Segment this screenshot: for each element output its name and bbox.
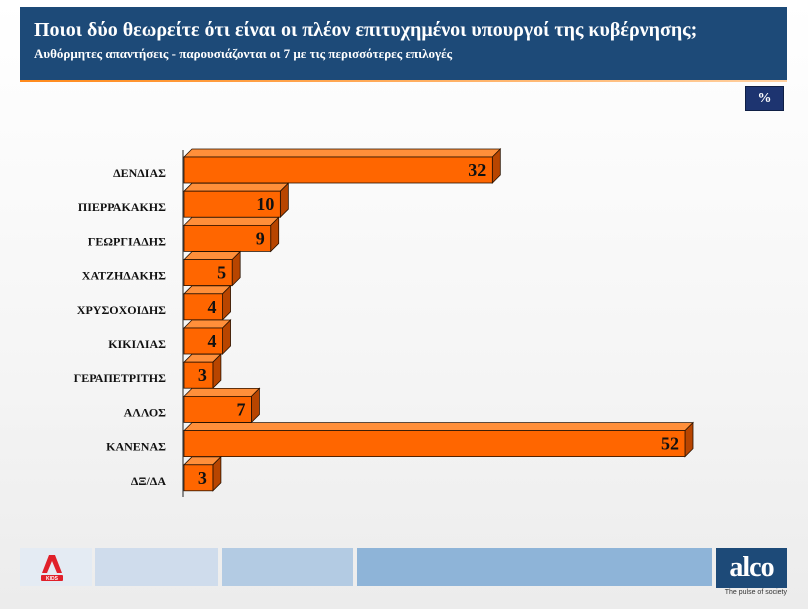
bar-top	[183, 251, 242, 261]
chart-header: Ποιοι δύο θεωρείτε ότι είναι οι πλέον επ…	[20, 7, 787, 80]
footer-bar-3	[222, 548, 353, 586]
data-label: 5	[217, 263, 226, 283]
chart-title: Ποιοι δύο θεωρείτε ότι είναι οι πλέον επ…	[34, 19, 698, 41]
bar	[183, 395, 252, 423]
bar-top	[183, 422, 694, 432]
data-label: 7	[236, 399, 245, 419]
header-separator	[20, 80, 787, 82]
footer-bar-2	[95, 548, 218, 586]
category-label: ΠΙΕΡΡΑΚΑΚΗΣ	[78, 200, 166, 214]
bar	[183, 156, 493, 184]
category-label: ΓΕΡΑΠΕΤΡΙΤΗΣ	[74, 371, 167, 385]
bar-top	[183, 387, 261, 397]
data-label: 9	[256, 228, 265, 248]
bar-top	[183, 148, 502, 158]
footer-bar-4	[357, 548, 712, 586]
data-label: 52	[661, 434, 679, 454]
bar-top	[183, 216, 280, 226]
category-label: ΧΑΤΖΗΔΑΚΗΣ	[82, 269, 166, 283]
category-label: ΔΞ/ΔΑ	[131, 474, 167, 488]
unit-badge: %	[745, 86, 784, 111]
chart-subtitle: Αυθόρμητες απαντήσεις - παρουσιάζονται ο…	[34, 46, 453, 61]
bar	[183, 464, 214, 492]
kids-logo: KIDS	[41, 555, 63, 582]
data-label: 3	[198, 468, 207, 488]
data-label: 3	[198, 365, 207, 385]
data-label: 10	[256, 194, 274, 214]
data-label: 4	[208, 331, 217, 351]
bar	[183, 190, 281, 218]
alco-logo: alco	[716, 548, 787, 588]
category-label: ΚΙΚΙΛΙΑΣ	[108, 337, 166, 351]
category-label: ΧΡΥΣΟΧΟΙΔΗΣ	[77, 303, 166, 317]
bar	[183, 430, 686, 458]
bar	[183, 259, 233, 287]
bar	[183, 293, 223, 321]
category-label: ΔΕΝΔΙΑΣ	[113, 166, 166, 180]
category-label: ΓΕΩΡΓΙΑΔΗΣ	[88, 234, 166, 248]
data-label: 32	[468, 160, 486, 180]
bar	[183, 327, 223, 355]
alco-tagline: The pulse of society	[724, 589, 787, 596]
category-label: ΚΑΝΕΝΑΣ	[106, 440, 166, 454]
bar-top	[183, 182, 290, 192]
data-label: 4	[208, 297, 217, 317]
kids-logo-text: KIDS	[46, 576, 59, 582]
category-label: ΑΛΛΟΣ	[124, 405, 167, 419]
